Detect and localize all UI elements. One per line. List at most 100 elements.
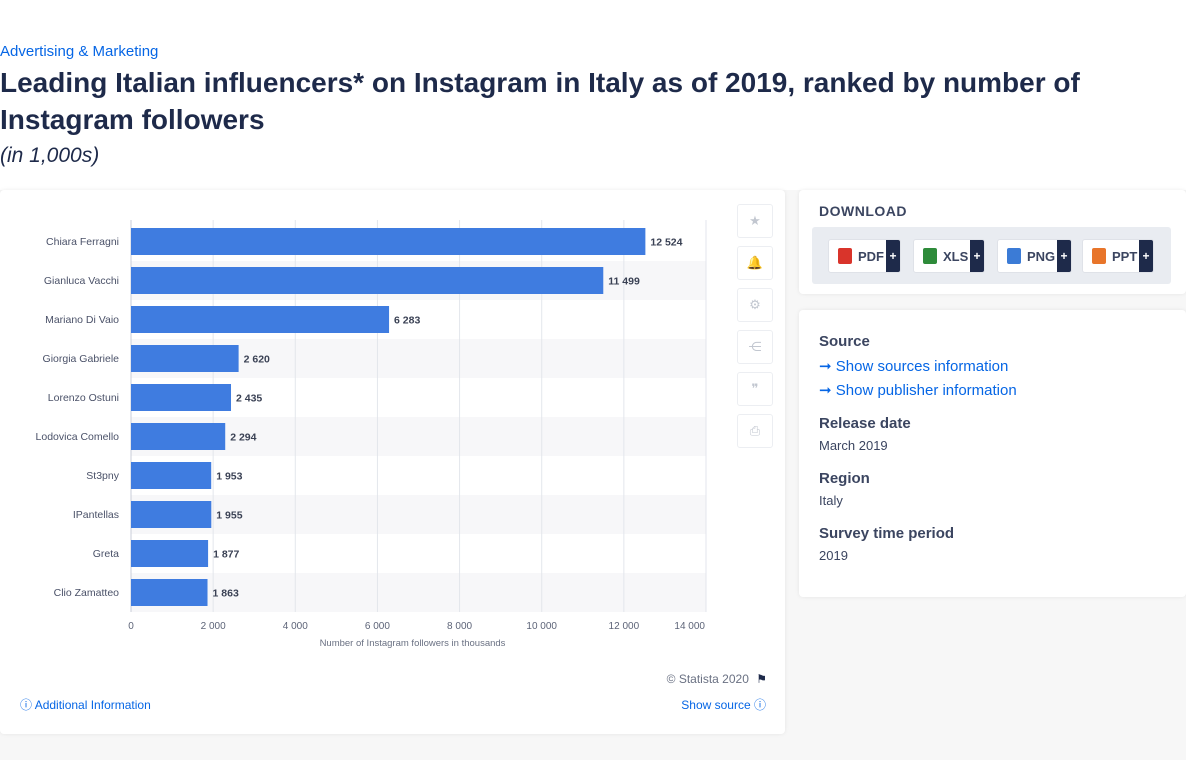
info-circle-icon: ⓘ [20, 698, 33, 712]
category-label: Greta [93, 548, 119, 560]
additional-information-label: Additional Information [34, 698, 151, 712]
release-date-value: March 2019 [819, 438, 888, 453]
x-tick-label: 4 000 [283, 621, 308, 632]
download-format-label: PNG [1027, 248, 1056, 264]
download-buttons: PDF + XLS + PNG + PPT + [812, 227, 1171, 284]
bar [131, 384, 232, 411]
category-label: Giorgia Gabriele [43, 353, 120, 365]
data-label: 2 294 [230, 432, 256, 444]
show-source-link[interactable]: Show source ⓘ [681, 696, 766, 713]
x-tick-label: 0 [128, 621, 134, 632]
data-label: 1 877 [213, 549, 239, 561]
gear-button[interactable]: ⚙ [737, 288, 773, 322]
bar [131, 306, 390, 333]
x-tick-label: 6 000 [365, 621, 390, 632]
plus-icon[interactable]: + [886, 240, 900, 272]
show-sources-label: Show sources information [835, 358, 1009, 375]
ppt-file-icon [1092, 248, 1106, 264]
png-file-icon [1007, 248, 1021, 264]
x-tick-label: 10 000 [526, 621, 557, 632]
download-png-button[interactable]: PNG + [997, 239, 1072, 273]
show-source-label: Show source [681, 698, 751, 712]
download-format-label: PPT [1112, 248, 1138, 264]
category-label: Lodovica Comello [36, 431, 120, 443]
header-background [0, 0, 1186, 190]
data-label: 1 955 [216, 510, 242, 522]
category-label: IPantellas [73, 509, 119, 521]
category-label: Lorenzo Ostuni [48, 392, 119, 404]
xls-file-icon [923, 248, 937, 264]
x-tick-label: 14 000 [674, 621, 705, 632]
copyright-text: © Statista 2020 [666, 672, 749, 686]
bar [131, 462, 212, 489]
data-label: 2 435 [236, 393, 262, 405]
chart-card: 0 2 000 4 000 6 000 8 000 10 000 12 000 14 000 C… [0, 190, 785, 734]
print-button[interactable]: ⎙ [737, 414, 773, 448]
category-label: Gianluca Vacchi [44, 275, 119, 287]
download-ppt-button[interactable]: PPT + [1082, 239, 1154, 273]
flag-icon[interactable]: ⚑ [756, 672, 767, 686]
copyright: © Statista 2020 ⚑ [667, 672, 767, 686]
data-label: 2 620 [244, 354, 270, 366]
row-band [131, 417, 706, 456]
download-pdf-button[interactable]: PDF + [828, 239, 901, 273]
show-sources-link[interactable]: ➞ Show sources information [819, 357, 1008, 375]
region-heading: Region [819, 470, 870, 487]
bar [131, 228, 646, 255]
bar [131, 501, 212, 528]
share-button[interactable]: ⋲ [737, 330, 773, 364]
row-band [131, 495, 706, 534]
download-xls-button[interactable]: XLS + [913, 239, 985, 273]
additional-information-link[interactable]: ⓘ Additional Information [20, 696, 151, 713]
page-subtitle: (in 1,000s) [0, 144, 100, 167]
bar [131, 540, 209, 567]
pdf-file-icon [838, 248, 852, 264]
share-icon: ⋲ [748, 339, 762, 354]
release-date-heading: Release date [819, 415, 911, 432]
category-label: Mariano Di Vaio [45, 314, 119, 326]
print-icon: ⎙ [749, 423, 761, 438]
arrow-right-icon: ➞ [819, 382, 832, 399]
region-value: Italy [819, 493, 843, 508]
show-publisher-link[interactable]: ➞ Show publisher information [819, 381, 1017, 399]
x-tick-label: 8 000 [447, 621, 472, 632]
bar [131, 267, 604, 294]
x-tick-label: 2 000 [201, 621, 226, 632]
download-card: DOWNLOAD PDF + XLS + PNG + PPT + [799, 190, 1186, 294]
plus-icon[interactable]: + [970, 240, 984, 272]
x-tick-label: 12 000 [609, 621, 640, 632]
data-label: 1 953 [216, 471, 242, 483]
source-heading: Source [819, 333, 870, 350]
category-label: Clio Zamatteo [54, 587, 120, 599]
download-format-label: XLS [943, 248, 969, 264]
survey-period-value: 2019 [819, 548, 848, 563]
data-label: 12 524 [650, 237, 682, 249]
bar-chart: 0 2 000 4 000 6 000 8 000 10 000 12 000 14 000 C… [36, 220, 707, 649]
bell-button[interactable]: 🔔 [737, 246, 773, 280]
quote-icon: ❞ [751, 381, 759, 396]
row-band [131, 573, 706, 612]
download-format-label: PDF [858, 248, 884, 264]
show-publisher-label: Show publisher information [835, 382, 1017, 399]
chart-toolbar: ★ 🔔 ⚙ ⋲ ❞ ⎙ [737, 204, 773, 456]
source-info-card: Source ➞ Show sources information ➞ Show… [799, 310, 1186, 597]
data-label: 1 863 [213, 588, 239, 600]
plus-icon[interactable]: + [1139, 240, 1153, 272]
category-label: Chiara Ferragni [46, 236, 119, 248]
breadcrumb[interactable]: Advertising & Marketing [0, 43, 159, 60]
survey-period-heading: Survey time period [819, 525, 955, 542]
plus-icon[interactable]: + [1057, 240, 1071, 272]
page-title: Leading Italian influencers* on Instagra… [0, 67, 1080, 135]
x-axis-title: Number of Instagram followers in thousan… [320, 638, 506, 649]
gear-icon: ⚙ [749, 297, 761, 312]
category-label: St3pny [86, 470, 119, 482]
star-icon: ★ [749, 213, 761, 228]
bar [131, 345, 239, 372]
bar [131, 579, 208, 606]
bar [131, 423, 226, 450]
data-label: 6 283 [394, 315, 420, 327]
data-label: 11 499 [608, 276, 640, 288]
star-button[interactable]: ★ [737, 204, 773, 238]
bell-icon: 🔔 [746, 255, 764, 270]
quote-button[interactable]: ❞ [737, 372, 773, 406]
